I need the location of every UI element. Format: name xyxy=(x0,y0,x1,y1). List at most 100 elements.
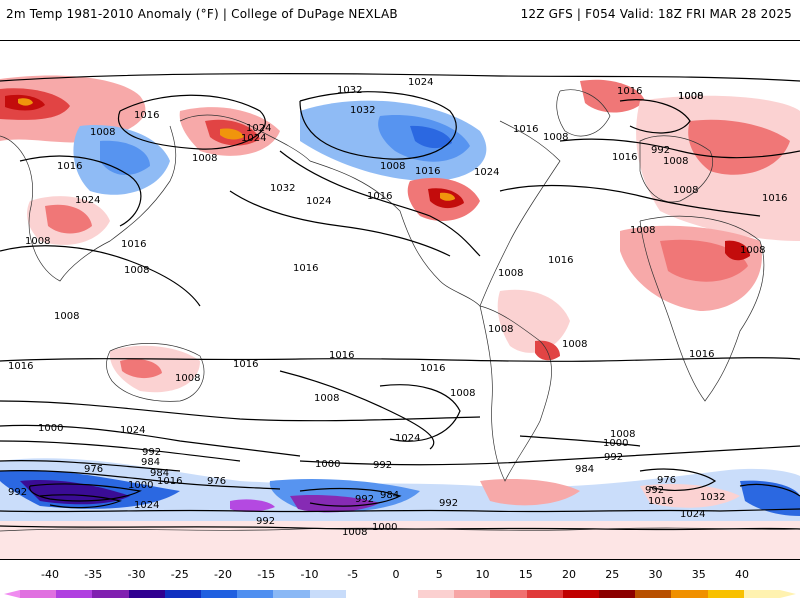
australia-outline xyxy=(106,343,205,402)
contour-label: 976 xyxy=(207,476,226,487)
contour-label: 1000 xyxy=(315,459,340,470)
africa-outline xyxy=(639,215,765,402)
north-america-outline xyxy=(309,120,561,307)
colorbar-swatch xyxy=(526,590,563,598)
contour-label: 976 xyxy=(84,464,103,475)
contour-label: 1024 xyxy=(246,123,271,134)
contour-label: 1016 xyxy=(612,152,637,163)
colorbar-swatch xyxy=(345,590,382,598)
colorbar-tick-label: 35 xyxy=(691,568,706,581)
contour-label: 1008 xyxy=(543,132,568,143)
contour-label: 1016 xyxy=(134,110,159,121)
contour-label: 1008 xyxy=(342,527,367,538)
colorbar-tick-label: -10 xyxy=(300,568,319,581)
contour-label: 1016 xyxy=(157,476,182,487)
colorbar-tick-label: 0 xyxy=(392,568,400,581)
contour-label: 1032 xyxy=(350,105,375,116)
contour-label: 984 xyxy=(380,490,399,501)
colorbar-swatch xyxy=(635,590,672,598)
contour-label: 1024 xyxy=(408,77,433,88)
colorbar-swatch xyxy=(56,590,93,598)
contour-label: 1032 xyxy=(270,183,295,194)
contour-label: 1016 xyxy=(648,496,673,507)
contour-label: 992 xyxy=(355,494,374,505)
colorbar-swatch xyxy=(200,590,238,598)
contour-label: 1024 xyxy=(75,195,100,206)
contour-label: 1008 xyxy=(488,324,513,335)
colorbar-swatch xyxy=(128,590,165,598)
contour-label: 1032 xyxy=(700,492,725,503)
colorbar-swatch xyxy=(273,590,310,598)
contour-labels: 1024 1016 1032 1008 1032 1024 1008 1024 … xyxy=(8,77,787,538)
contour-label: 1008 xyxy=(54,311,79,322)
colorbar-tick-label: -15 xyxy=(257,568,276,581)
contour-label: 1008 xyxy=(450,388,475,399)
chart-header: 2m Temp 1981-2010 Anomaly (°F) | College… xyxy=(0,0,800,40)
contour-label: 976 xyxy=(657,475,676,486)
contour-label: 1008 xyxy=(192,153,217,164)
contour-label: 992 xyxy=(645,485,664,496)
colorbar-tick-label: -35 xyxy=(84,568,103,581)
contour-label: 1008 xyxy=(314,393,339,404)
contour-label: 1016 xyxy=(293,263,318,274)
contour-label: 984 xyxy=(150,468,169,479)
colorbar-swatch xyxy=(562,590,599,598)
contour-label: 1016 xyxy=(617,86,642,97)
model-run-info: 12Z GFS | F054 Valid: 18Z FRI MAR 28 202… xyxy=(520,7,792,21)
europe-outline xyxy=(639,135,713,203)
contour-label: 1016 xyxy=(233,359,258,370)
colorbar-tick-label: -30 xyxy=(127,568,146,581)
colorbar-tick-label: 10 xyxy=(475,568,490,581)
contour-label: 992 xyxy=(142,447,161,458)
contour-label: 1024 xyxy=(395,433,420,444)
asia-outline xyxy=(0,125,177,282)
colorbar-swatch xyxy=(743,590,780,598)
isobar-contours xyxy=(0,72,800,531)
contour-label: 992 xyxy=(604,452,623,463)
contour-label: 1008 xyxy=(124,265,149,276)
colorbar-swatch xyxy=(237,590,274,598)
colorbar-tick-label: 5 xyxy=(435,568,443,581)
contour-label: 1000 xyxy=(38,423,63,434)
contour-label: 1000 xyxy=(678,91,703,102)
contour-label: 1008 xyxy=(498,268,523,279)
colorbar-swatch xyxy=(599,590,636,598)
contour-label: 1016 xyxy=(121,239,146,250)
contour-label: 1024 xyxy=(306,196,331,207)
contour-label: 992 xyxy=(256,516,275,527)
contour-label: 1008 xyxy=(663,156,688,167)
colorbar-tick-label: 20 xyxy=(562,568,576,581)
contour-label: 1008 xyxy=(678,91,703,102)
contour-label: 1016 xyxy=(762,193,787,204)
colorbar-swatch xyxy=(490,590,527,598)
contour-label: 1008 xyxy=(90,127,115,138)
contour-label: 1008 xyxy=(175,373,200,384)
contour-label: 1024 xyxy=(474,167,499,178)
contour-label: 1024 xyxy=(120,425,145,436)
contour-label: 992 xyxy=(651,145,670,156)
contour-label: 1016 xyxy=(329,350,354,361)
contour-label: 1016 xyxy=(367,191,392,202)
map-svg: 1024 1016 1032 1008 1032 1024 1008 1024 … xyxy=(0,41,800,559)
contour-label: 1000 xyxy=(603,438,628,449)
colorbar-swatch xyxy=(418,590,455,598)
colorbar-tick-label: -20 xyxy=(214,568,232,581)
contour-label: 1008 xyxy=(740,245,765,256)
contour-label: 1008 xyxy=(562,339,587,350)
contour-label: 1008 xyxy=(610,429,635,440)
contour-label: 1024 xyxy=(134,500,159,511)
colorbar-arrow-left xyxy=(4,590,20,598)
contour-label: 1008 xyxy=(673,185,698,196)
south-america-outline xyxy=(479,305,552,482)
colorbar-tick-label: -25 xyxy=(170,568,189,581)
contour-label: 1008 xyxy=(25,236,50,247)
contour-label: 1024 xyxy=(241,133,266,144)
colorbar-swatch xyxy=(20,590,57,598)
colorbar-swatch xyxy=(707,590,744,598)
contour-label: 1016 xyxy=(689,349,714,360)
contour-label: 992 xyxy=(439,498,458,509)
colorbar-tick-label: 15 xyxy=(518,568,533,581)
contour-label: 1016 xyxy=(8,361,33,372)
contour-label: 992 xyxy=(8,487,27,498)
colorbar-tick-label: -40 xyxy=(41,568,59,581)
